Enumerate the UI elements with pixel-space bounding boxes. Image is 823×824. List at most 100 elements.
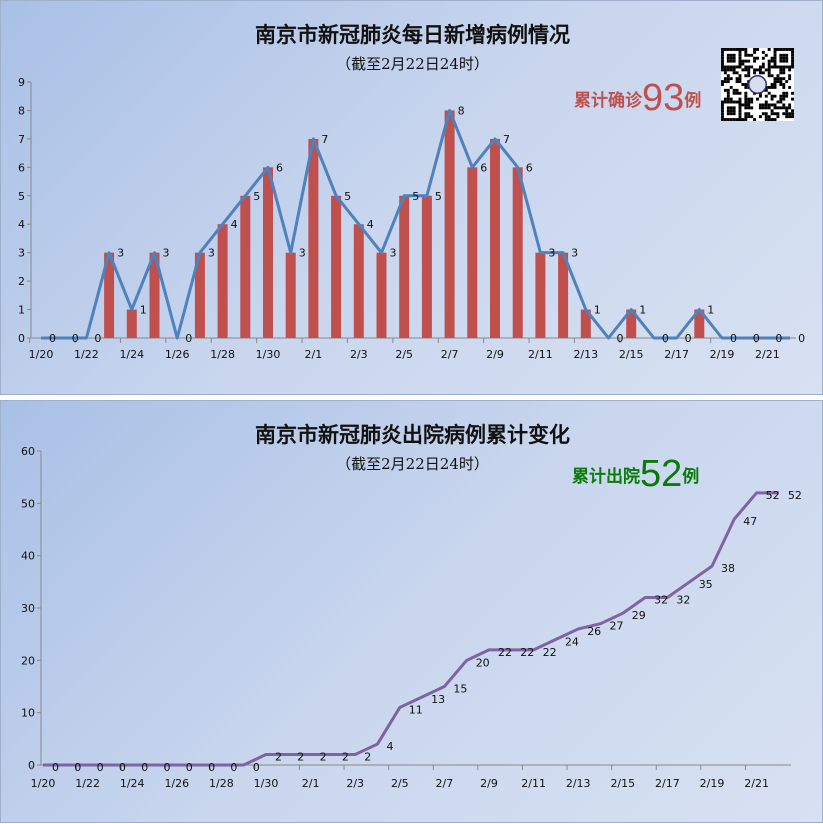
qr-module bbox=[788, 85, 792, 89]
qr-module bbox=[770, 83, 774, 86]
qr-module bbox=[732, 91, 736, 95]
qr-module bbox=[753, 56, 757, 60]
qr-module bbox=[785, 59, 789, 63]
qr-module bbox=[732, 112, 736, 116]
data-label: 2 bbox=[342, 751, 349, 764]
x-tick-label: 2/9 bbox=[480, 777, 498, 790]
qr-module bbox=[744, 48, 748, 51]
qr-module bbox=[738, 91, 742, 95]
qr-module bbox=[764, 106, 768, 110]
x-tick-label: 1/22 bbox=[74, 348, 99, 361]
qr-module bbox=[732, 65, 736, 69]
qr-module bbox=[776, 48, 780, 51]
qr-module bbox=[747, 97, 751, 101]
qr-module bbox=[764, 68, 768, 72]
qr-module bbox=[773, 94, 777, 98]
cumulative-discharged-chart: 南京市新冠肺炎出院病例累计变化 （截至2月22日24时） 累计出院52例 010… bbox=[0, 400, 823, 823]
qr-module bbox=[723, 48, 727, 51]
bar bbox=[240, 195, 251, 338]
data-label: 5 bbox=[435, 190, 442, 203]
x-tick-label: 1/24 bbox=[119, 348, 144, 361]
qr-module bbox=[773, 103, 777, 107]
qr-module bbox=[721, 112, 724, 116]
qr-module bbox=[770, 65, 774, 69]
qr-module bbox=[770, 97, 774, 101]
qr-module bbox=[782, 71, 786, 75]
qr-module bbox=[726, 74, 730, 78]
qr-module bbox=[791, 53, 794, 57]
qr-module bbox=[773, 62, 777, 66]
qr-module bbox=[782, 48, 786, 51]
qr-module bbox=[738, 48, 742, 51]
qr-module bbox=[773, 65, 777, 69]
qr-module bbox=[779, 80, 783, 84]
data-label: 7 bbox=[321, 133, 328, 146]
data-label: 22 bbox=[498, 646, 512, 659]
chart-subtitle: （截至2月22日24时） bbox=[336, 455, 489, 473]
data-label: 0 bbox=[798, 332, 805, 345]
qr-module bbox=[750, 115, 754, 119]
qr-module bbox=[782, 85, 786, 89]
qr-module bbox=[721, 53, 724, 57]
data-label: 0 bbox=[685, 332, 692, 345]
qr-module bbox=[738, 53, 742, 57]
qr-module bbox=[744, 106, 748, 110]
x-tick-label: 2/17 bbox=[664, 348, 689, 361]
qr-module bbox=[770, 112, 774, 116]
bar bbox=[353, 224, 364, 338]
data-label: 3 bbox=[299, 247, 306, 260]
qr-module bbox=[756, 68, 759, 72]
qr-module bbox=[761, 65, 765, 69]
qr-module bbox=[791, 109, 794, 113]
qr-module bbox=[744, 68, 748, 72]
qr-module bbox=[723, 71, 727, 75]
qr-module bbox=[723, 65, 727, 69]
x-tick-label: 2/1 bbox=[302, 777, 320, 790]
qr-module bbox=[791, 62, 794, 66]
data-label: 1 bbox=[140, 304, 147, 317]
qr-module bbox=[753, 59, 757, 63]
qr-module bbox=[788, 103, 792, 107]
bar bbox=[285, 252, 296, 338]
qr-module bbox=[773, 48, 777, 51]
qr-module bbox=[726, 100, 730, 104]
total-discharged-annotation: 累计出院52例 bbox=[572, 453, 699, 496]
x-tick-label: 1/30 bbox=[256, 348, 281, 361]
x-tick-label: 1/22 bbox=[75, 777, 100, 790]
data-label: 22 bbox=[520, 646, 534, 659]
qr-module bbox=[785, 109, 789, 113]
y-tick-label: 50 bbox=[21, 497, 35, 510]
data-label: 6 bbox=[480, 161, 487, 174]
data-label: 2 bbox=[320, 751, 327, 764]
qr-module bbox=[726, 56, 730, 60]
qr-module bbox=[732, 71, 736, 75]
qr-module bbox=[738, 106, 742, 110]
qr-module bbox=[779, 97, 783, 101]
bar bbox=[263, 167, 273, 338]
data-label: 35 bbox=[699, 578, 713, 591]
qr-module bbox=[782, 83, 786, 86]
qr-module bbox=[721, 100, 724, 104]
data-label: 3 bbox=[548, 247, 555, 260]
data-label: 1 bbox=[639, 304, 646, 317]
data-label: 32 bbox=[654, 594, 668, 607]
qr-module bbox=[767, 65, 771, 69]
qr-module bbox=[770, 56, 774, 60]
bar bbox=[399, 195, 410, 338]
qr-module bbox=[791, 59, 794, 63]
qr-module bbox=[785, 65, 789, 69]
qr-module bbox=[758, 71, 762, 75]
data-label: 47 bbox=[743, 515, 757, 528]
x-tick-label: 2/7 bbox=[441, 348, 459, 361]
qr-module bbox=[761, 62, 765, 66]
qr-module bbox=[753, 50, 757, 54]
data-label: 0 bbox=[253, 761, 260, 774]
qr-module bbox=[782, 59, 786, 63]
qr-module bbox=[782, 68, 786, 72]
qr-module bbox=[744, 112, 748, 116]
qr-module bbox=[738, 103, 742, 107]
qr-module bbox=[741, 118, 745, 121]
data-label: 7 bbox=[503, 133, 510, 146]
bar bbox=[149, 252, 160, 338]
qr-module bbox=[761, 56, 765, 60]
